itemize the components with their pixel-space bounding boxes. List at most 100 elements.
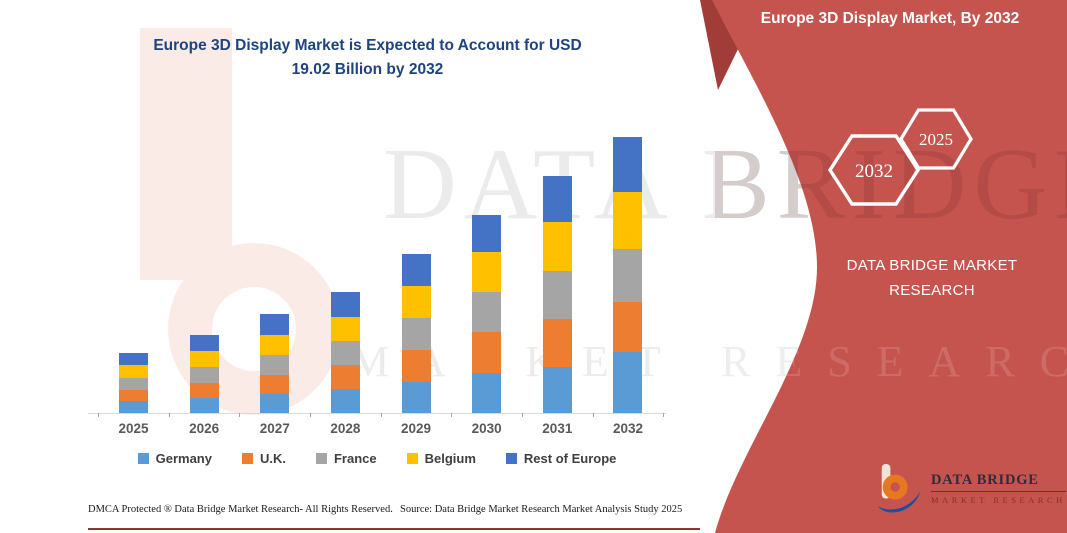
logo-divider [931,490,1066,492]
hexagon-2032-label: 2032 [855,161,893,182]
x-axis-tick [380,413,382,417]
sidebar-brand-text: DATA BRIDGE MARKET RESEARCH [846,257,1018,299]
legend-item-germany[interactable]: Germany [137,451,212,466]
logo-name: DATA BRIDGE [931,471,1039,488]
segment-france-2026[interactable] [189,367,219,383]
segment-rest-of-europe-2030[interactable] [472,214,502,252]
red-sidebar-shape [700,0,1067,533]
segment-germany-2030[interactable] [472,372,502,413]
databridge-b-icon [877,464,921,513]
segment-u-k--2026[interactable] [189,382,219,398]
x-label-2027: 2027 [259,421,290,436]
x-axis-tick [239,413,241,417]
hexagon-2032-icon [827,134,921,206]
segment-france-2032[interactable] [613,248,643,303]
segment-france-2029[interactable] [401,318,431,350]
logo-subtitle: MARKET RESEARCH [931,494,1066,505]
legend-label: Belgium [424,451,476,466]
chart-plot-area: 2025 2026 2027 2028 2029 2030 2031 2032 [88,137,666,436]
segment-rest-of-europe-2025[interactable] [119,352,148,366]
bar-2032[interactable] [613,137,643,413]
bar-2029[interactable] [401,253,431,413]
segment-belgium-2032[interactable] [613,192,643,249]
legend-swatch-icon [406,453,418,464]
segment-rest-of-europe-2031[interactable] [542,175,572,222]
bar-2031[interactable] [542,175,572,413]
segment-germany-2027[interactable] [260,393,290,413]
segment-france-2025[interactable] [119,378,148,391]
segment-u-k--2025[interactable] [119,390,148,402]
chart-title-line2: 19.02 Billion by 2032 [291,60,444,78]
chart-legend: Germany U.K. France Belgium Rest of Europe [88,451,666,466]
legend-item-rest-of-europe[interactable]: Rest of Europe [505,451,616,466]
segment-france-2030[interactable] [472,292,502,333]
x-label-2028: 2028 [330,421,361,436]
x-label-2031: 2031 [542,421,573,436]
legend-swatch-icon [505,453,517,464]
company-logo: DATA BRIDGE MARKET RESEARCH [876,461,1066,515]
chart-title-line1: Europe 3D Display Market is Expected to … [153,37,582,54]
segment-germany-2025[interactable] [119,401,148,413]
x-label-2026: 2026 [189,421,220,436]
x-label-2032: 2032 [612,421,643,436]
segment-rest-of-europe-2026[interactable] [189,334,219,351]
x-axis-tick [522,413,524,417]
segment-u-k--2031[interactable] [542,319,572,367]
legend-swatch-icon [315,453,327,464]
segment-france-2028[interactable] [330,341,360,366]
segment-germany-2026[interactable] [189,397,219,413]
segment-rest-of-europe-2032[interactable] [613,137,643,193]
x-axis-line [88,413,666,414]
segment-france-2027[interactable] [260,354,290,375]
x-axis-tick [592,413,594,417]
segment-germany-2028[interactable] [330,389,360,413]
legend-item-u-k-[interactable]: U.K. [241,451,286,466]
bar-2026[interactable] [189,334,219,413]
watermark-logo-bar [140,28,232,280]
watermark-marketresearch-text-overlay: MARKET RESEARCH [350,337,1067,386]
hexagon-2025-icon [899,108,973,170]
segment-belgium-2025[interactable] [119,365,148,379]
segment-germany-2032[interactable] [613,351,643,413]
x-axis-tick [168,413,170,417]
segment-u-k--2030[interactable] [472,332,502,373]
segment-u-k--2032[interactable] [613,302,643,352]
segment-germany-2031[interactable] [542,366,572,413]
segment-belgium-2031[interactable] [542,221,572,272]
chart-title: Europe 3D Display Market is Expected to … [110,34,625,81]
segment-belgium-2026[interactable] [189,350,219,368]
bar-2030[interactable] [472,214,502,413]
legend-swatch-icon [241,453,253,464]
segment-rest-of-europe-2027[interactable] [260,314,290,335]
footer-divider-line [88,528,700,530]
legend-label: U.K. [259,451,286,466]
sidebar-body [712,0,1067,533]
x-label-2030: 2030 [471,421,502,436]
segment-u-k--2029[interactable] [401,349,431,382]
legend-label: Germany [155,451,212,466]
x-axis-tick [663,413,665,417]
x-label-2025: 2025 [118,421,149,436]
segment-belgium-2030[interactable] [472,251,502,293]
legend-item-belgium[interactable]: Belgium [406,451,476,466]
segment-germany-2029[interactable] [401,381,431,413]
segment-belgium-2028[interactable] [330,317,360,342]
x-axis-tick [310,413,312,417]
legend-label: France [333,451,377,466]
segment-u-k--2027[interactable] [260,374,290,394]
legend-item-france[interactable]: France [315,451,377,466]
segment-belgium-2027[interactable] [260,334,290,355]
x-axis-tick [98,413,100,417]
segment-france-2031[interactable] [542,271,572,320]
bar-2028[interactable] [330,292,360,413]
hexagon-2025-label: 2025 [919,130,953,149]
bar-2025[interactable] [119,352,148,413]
bar-2027[interactable] [260,314,290,413]
segment-rest-of-europe-2029[interactable] [401,253,431,287]
watermark-databridge-text-overlay: DATA BRIDGE [383,128,1067,241]
segment-u-k--2028[interactable] [330,365,360,390]
segment-rest-of-europe-2028[interactable] [330,292,360,317]
x-label-2029: 2029 [401,421,432,436]
segment-belgium-2029[interactable] [401,286,431,319]
